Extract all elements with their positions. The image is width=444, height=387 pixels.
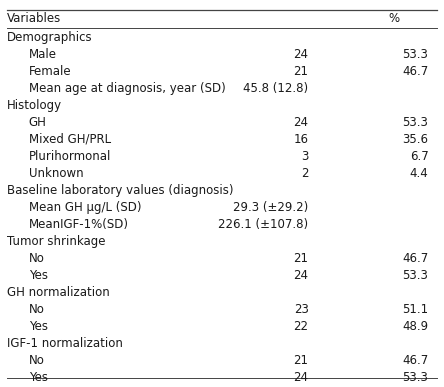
Text: 46.7: 46.7 [402, 65, 428, 78]
Text: 21: 21 [293, 65, 309, 78]
Text: Variables: Variables [7, 12, 61, 26]
Text: Tumor shrinkage: Tumor shrinkage [7, 235, 105, 248]
Text: Baseline laboratory values (diagnosis): Baseline laboratory values (diagnosis) [7, 184, 233, 197]
Text: 24: 24 [293, 48, 309, 61]
Text: Histology: Histology [7, 99, 62, 112]
Text: 2: 2 [301, 167, 309, 180]
Text: 46.7: 46.7 [402, 354, 428, 367]
Text: GH: GH [29, 116, 47, 129]
Text: 3: 3 [301, 150, 309, 163]
Text: Female: Female [29, 65, 71, 78]
Text: No: No [29, 303, 45, 316]
Text: 23: 23 [293, 303, 309, 316]
Text: 21: 21 [293, 252, 309, 265]
Text: 53.3: 53.3 [403, 48, 428, 61]
Text: 22: 22 [293, 320, 309, 333]
Text: 24: 24 [293, 116, 309, 129]
Text: Demographics: Demographics [7, 31, 92, 44]
Text: Unknown: Unknown [29, 167, 83, 180]
Text: Yes: Yes [29, 269, 48, 282]
Text: 35.6: 35.6 [402, 133, 428, 146]
Text: 4.4: 4.4 [410, 167, 428, 180]
Text: MeanIGF-1%(SD): MeanIGF-1%(SD) [29, 218, 129, 231]
Text: No: No [29, 252, 45, 265]
Text: %: % [388, 12, 400, 26]
Text: 6.7: 6.7 [410, 150, 428, 163]
Text: 21: 21 [293, 354, 309, 367]
Text: 226.1 (±107.8): 226.1 (±107.8) [218, 218, 309, 231]
Text: IGF-1 normalization: IGF-1 normalization [7, 337, 123, 350]
Text: Plurihormonal: Plurihormonal [29, 150, 111, 163]
Text: Mean age at diagnosis, year (SD): Mean age at diagnosis, year (SD) [29, 82, 226, 95]
Text: Mixed GH/PRL: Mixed GH/PRL [29, 133, 111, 146]
Text: GH normalization: GH normalization [7, 286, 109, 299]
Text: 24: 24 [293, 371, 309, 384]
Text: 16: 16 [293, 133, 309, 146]
Text: Yes: Yes [29, 320, 48, 333]
Text: 45.8 (12.8): 45.8 (12.8) [243, 82, 309, 95]
Text: 53.3: 53.3 [403, 116, 428, 129]
Text: 51.1: 51.1 [402, 303, 428, 316]
Text: 53.3: 53.3 [403, 269, 428, 282]
Text: Yes: Yes [29, 371, 48, 384]
Text: 29.3 (±29.2): 29.3 (±29.2) [234, 201, 309, 214]
Text: 48.9: 48.9 [402, 320, 428, 333]
Text: Mean GH μg/L (SD): Mean GH μg/L (SD) [29, 201, 141, 214]
Text: No: No [29, 354, 45, 367]
Text: Male: Male [29, 48, 57, 61]
Text: 24: 24 [293, 269, 309, 282]
Text: 46.7: 46.7 [402, 252, 428, 265]
Text: 53.3: 53.3 [403, 371, 428, 384]
